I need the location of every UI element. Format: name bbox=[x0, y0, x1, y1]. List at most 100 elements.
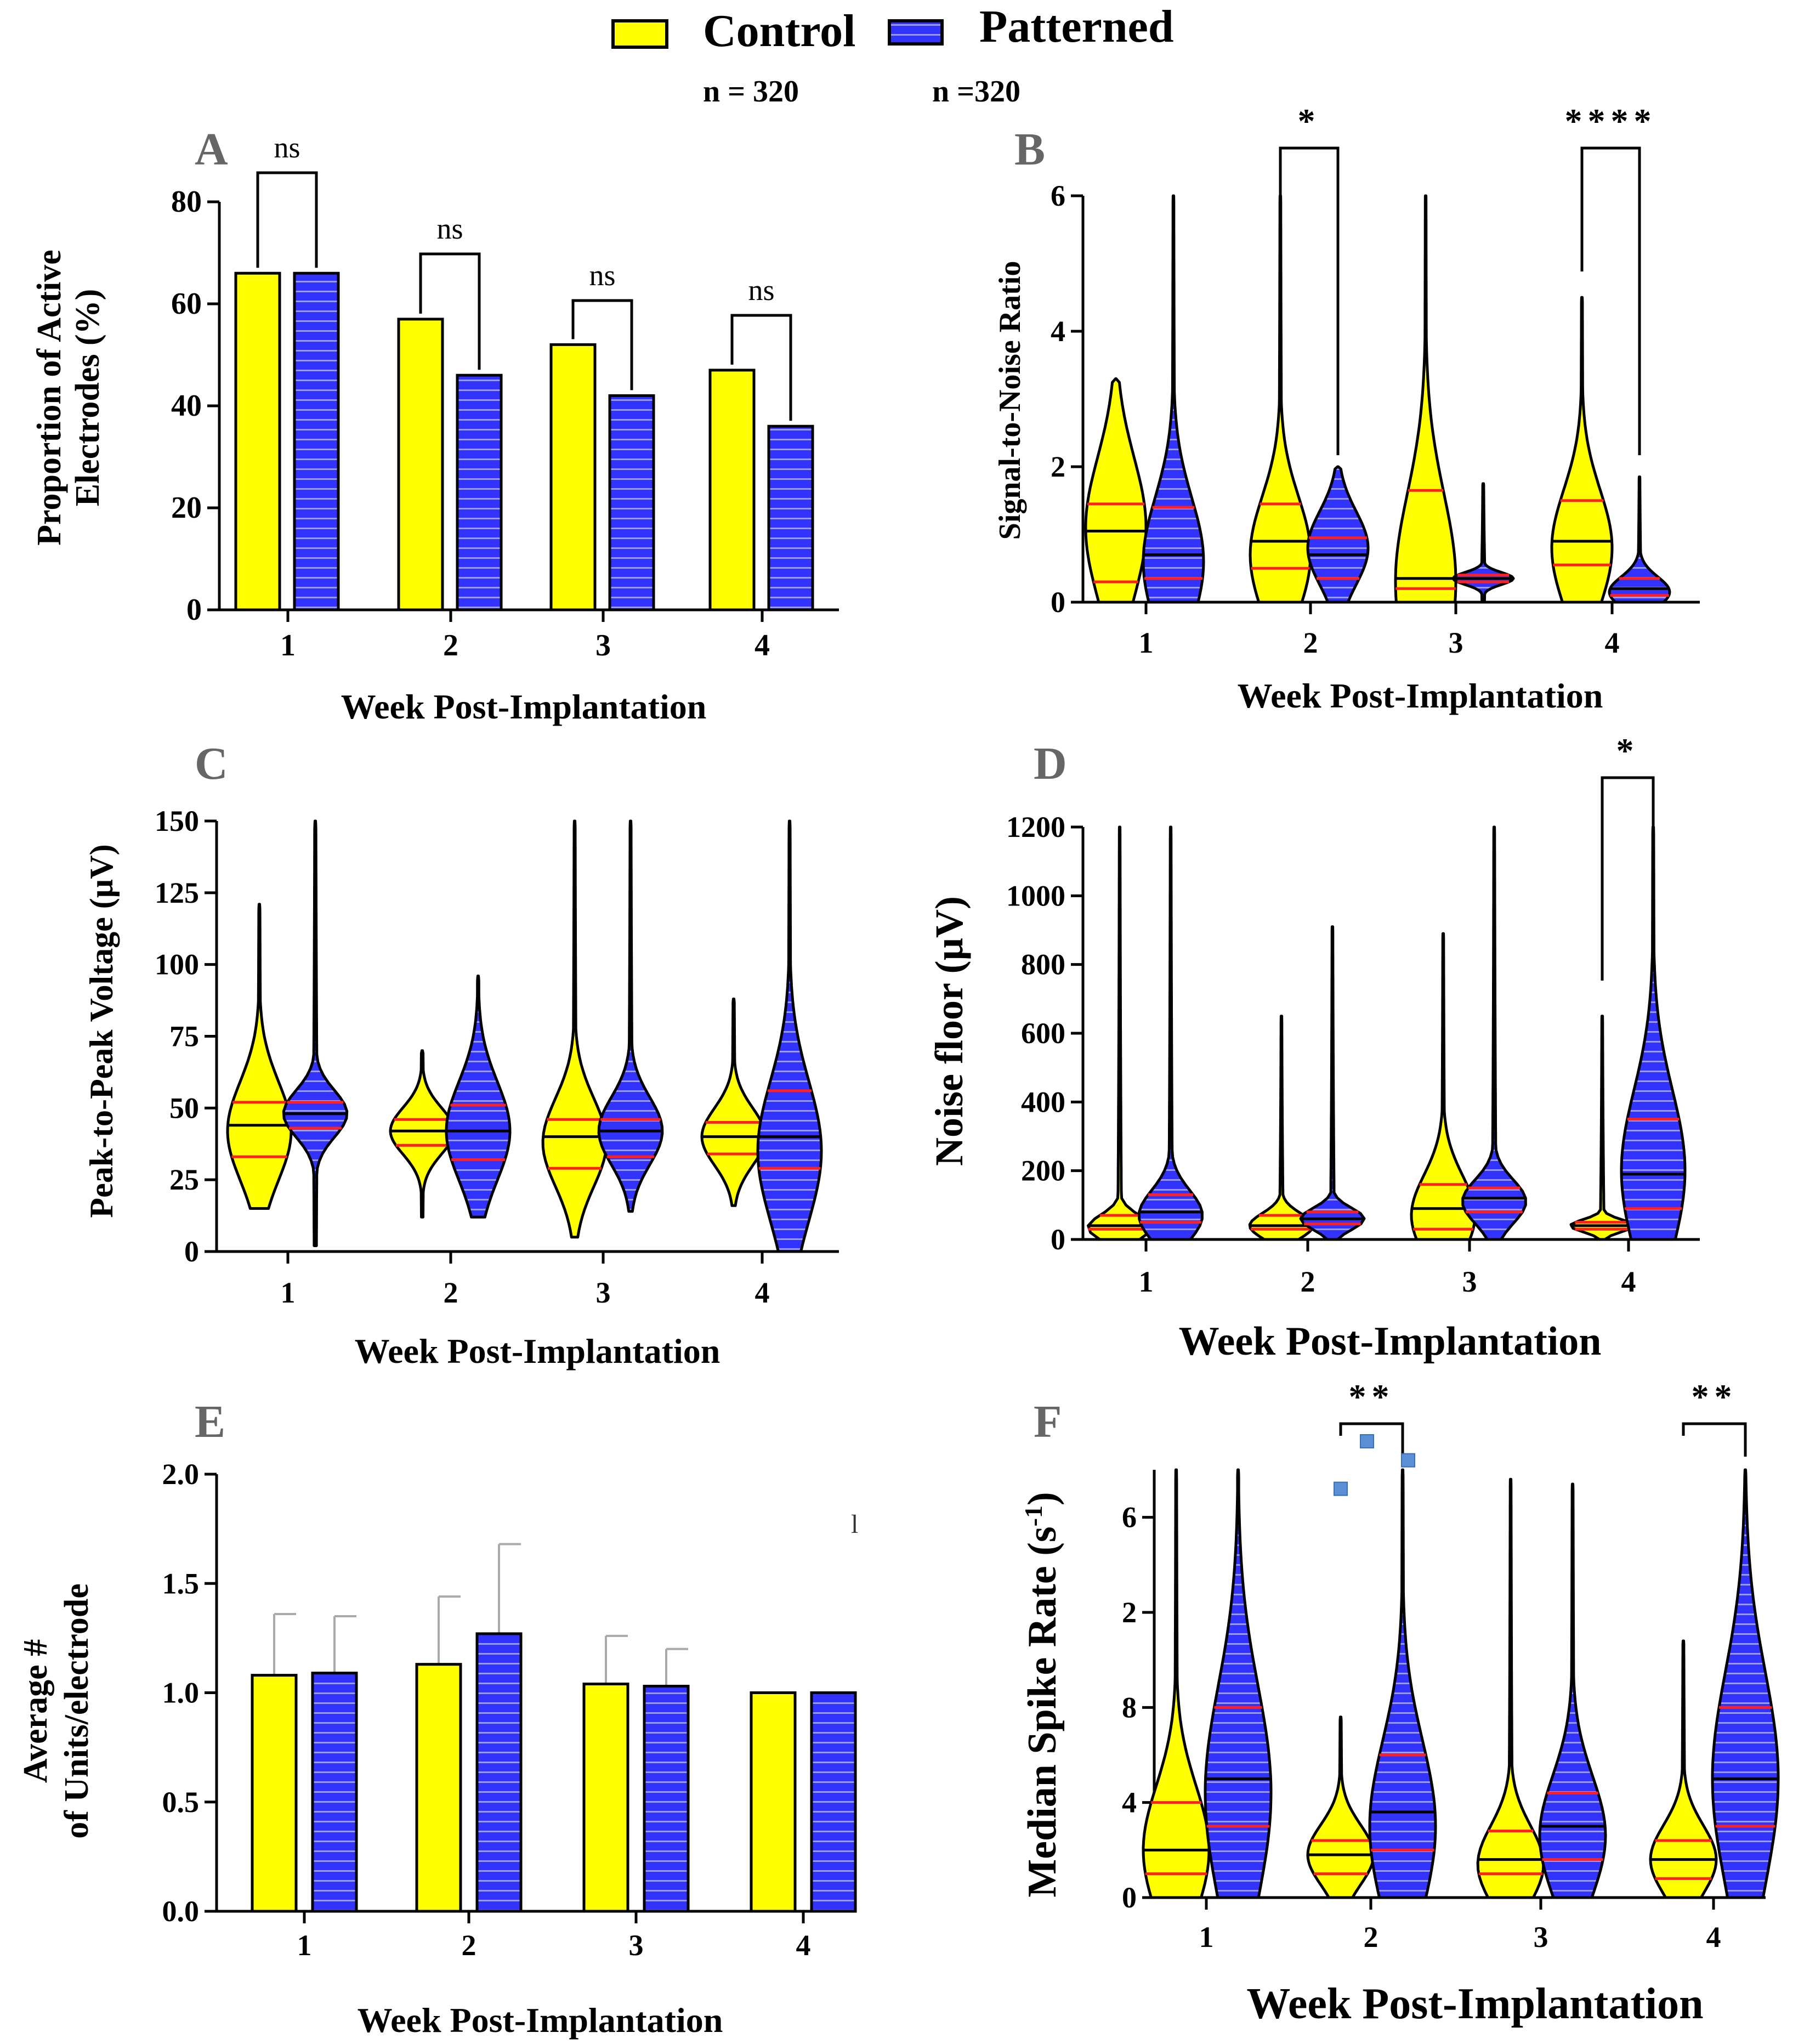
y-tick-label: 800 bbox=[1021, 948, 1065, 981]
y-axis-title-line2: of Units/electrode bbox=[58, 1583, 95, 1838]
legend: Control n = 320 Patterned n =320 bbox=[611, 1, 1174, 109]
violin-control bbox=[1084, 377, 1148, 604]
violin-control bbox=[1569, 1015, 1635, 1241]
violin-control bbox=[1394, 194, 1457, 604]
x-tick-label: 1 bbox=[1199, 1921, 1214, 1954]
violin-control bbox=[1142, 1468, 1211, 1899]
y-tick-label: 25 bbox=[169, 1163, 199, 1196]
significance-label: **** bbox=[1565, 101, 1657, 140]
y-axis-title: Peak-to-Peak Voltage (µV) bbox=[83, 844, 120, 1218]
y-tick-label: 6 bbox=[1122, 1501, 1137, 1534]
significance-bracket bbox=[256, 171, 318, 268]
y-tick-label: 0 bbox=[1122, 1881, 1137, 1914]
x-tick-label: 4 bbox=[1621, 1265, 1636, 1298]
y-tick-label: 100 bbox=[155, 948, 199, 981]
x-tick-label: 3 bbox=[629, 1929, 644, 1962]
y-axis-title-main: Median Spike Rate (s bbox=[1020, 1526, 1065, 1897]
y-tick-label: 400 bbox=[1021, 1085, 1065, 1118]
x-tick-label: 3 bbox=[1462, 1265, 1477, 1298]
bar-patterned bbox=[456, 373, 503, 611]
bar-control bbox=[251, 1674, 298, 1913]
y-tick-label: 50 bbox=[169, 1091, 199, 1124]
panel-letter: B bbox=[1014, 124, 1045, 175]
significance-bracket bbox=[571, 299, 633, 390]
violin-patterned bbox=[1299, 925, 1366, 1241]
x-tick-label: 1 bbox=[1139, 626, 1154, 659]
y-axis-title-line1: Proportion of Active bbox=[31, 250, 68, 546]
panel-f: F Median Spike Rate (s-1) Week Post-Impl… bbox=[1019, 1377, 1780, 2028]
y-tick-label: 600 bbox=[1021, 1017, 1065, 1050]
x-tick-label: 1 bbox=[297, 1929, 312, 1962]
significance-label: ** bbox=[1349, 1377, 1395, 1416]
y-axis-title-line2: Electrodes (%) bbox=[69, 289, 106, 507]
significance-bracket bbox=[1339, 1422, 1404, 1457]
y-tick-label: 2.0 bbox=[162, 1458, 200, 1491]
panel-d: D Noise floor (µV) Week Post-Implantatio… bbox=[927, 731, 1700, 1364]
violin-patterned bbox=[1451, 482, 1515, 604]
x-tick-label: 2 bbox=[443, 629, 458, 663]
bar-control bbox=[397, 318, 444, 611]
significance-label: * bbox=[1298, 101, 1321, 140]
legend-patterned-label: Patterned bbox=[979, 1, 1174, 52]
x-axis-title: Week Post-Implantation bbox=[1238, 676, 1603, 715]
x-tick-label: 1 bbox=[280, 629, 296, 663]
y-tick-label: 0.0 bbox=[162, 1895, 200, 1928]
significance-bracket bbox=[730, 314, 792, 421]
y-axis-title: Signal-to-Noise Ratio bbox=[993, 261, 1027, 540]
bar-patterned bbox=[311, 1672, 358, 1913]
violin-patterned bbox=[445, 975, 512, 1219]
bar-patterned bbox=[475, 1632, 523, 1913]
y-tick-label: 60 bbox=[171, 287, 202, 321]
y-tick-label: 0 bbox=[1051, 1223, 1065, 1256]
violin-control bbox=[389, 1049, 456, 1219]
y-tick-label: 4 bbox=[1051, 315, 1065, 348]
x-tick-label: 2 bbox=[1301, 1265, 1315, 1298]
violin-patterned bbox=[1204, 1468, 1273, 1899]
y-tick-label: 0 bbox=[186, 593, 202, 627]
x-tick-label: 2 bbox=[444, 1276, 458, 1309]
significance-label: ns bbox=[589, 259, 615, 292]
bar-control bbox=[415, 1663, 462, 1913]
significance-label: ns bbox=[274, 131, 300, 164]
bar-control bbox=[234, 271, 281, 611]
y-tick-label: 1000 bbox=[1006, 879, 1065, 912]
y-axis-title-sup: -1 bbox=[1019, 1505, 1047, 1526]
violin-patterned bbox=[1608, 475, 1671, 604]
outlier-marker bbox=[1401, 1453, 1415, 1468]
bar-patterned bbox=[810, 1691, 857, 1913]
x-tick-label: 4 bbox=[755, 1276, 770, 1309]
violin-patterned bbox=[1368, 1468, 1437, 1899]
significance-bracket bbox=[1279, 146, 1340, 455]
violin-control bbox=[1550, 296, 1614, 604]
violin-control bbox=[1306, 1715, 1375, 1899]
bar-patterned bbox=[608, 394, 655, 611]
y-tick-label: 1.5 bbox=[162, 1567, 200, 1600]
x-tick-label: 4 bbox=[1605, 626, 1620, 659]
y-tick-label: 80 bbox=[171, 185, 202, 219]
significance-bracket bbox=[1682, 1422, 1747, 1457]
y-axis-title: Noise floor (µV) bbox=[927, 896, 971, 1166]
significance-label: ns bbox=[436, 212, 463, 245]
legend-patterned-swatch bbox=[888, 19, 944, 46]
x-tick-label: 4 bbox=[796, 1929, 811, 1962]
violin-patterned bbox=[1306, 465, 1370, 604]
x-tick-label: 1 bbox=[281, 1276, 296, 1309]
bar-control bbox=[582, 1683, 629, 1913]
y-tick-label: 4 bbox=[1122, 1786, 1137, 1819]
bar-control bbox=[708, 369, 756, 611]
bar-patterned bbox=[293, 271, 340, 611]
stray-mark: l bbox=[851, 1510, 858, 1539]
y-tick-label: 0 bbox=[1051, 586, 1065, 619]
panel-letter: D bbox=[1034, 738, 1067, 789]
violin-patterned bbox=[597, 819, 664, 1213]
x-tick-label: 3 bbox=[596, 1276, 611, 1309]
y-tick-label: 0 bbox=[184, 1235, 199, 1268]
x-tick-label: 4 bbox=[1706, 1921, 1721, 1954]
x-tick-label: 2 bbox=[462, 1929, 476, 1962]
violin-patterned bbox=[1711, 1468, 1780, 1899]
violin-patterned bbox=[1138, 825, 1204, 1241]
x-axis-title: Week Post-Implantation bbox=[358, 2001, 723, 2040]
x-tick-label: 2 bbox=[1303, 626, 1318, 659]
y-tick-label: 125 bbox=[155, 876, 199, 909]
y-tick-label: 2 bbox=[1122, 1596, 1137, 1629]
